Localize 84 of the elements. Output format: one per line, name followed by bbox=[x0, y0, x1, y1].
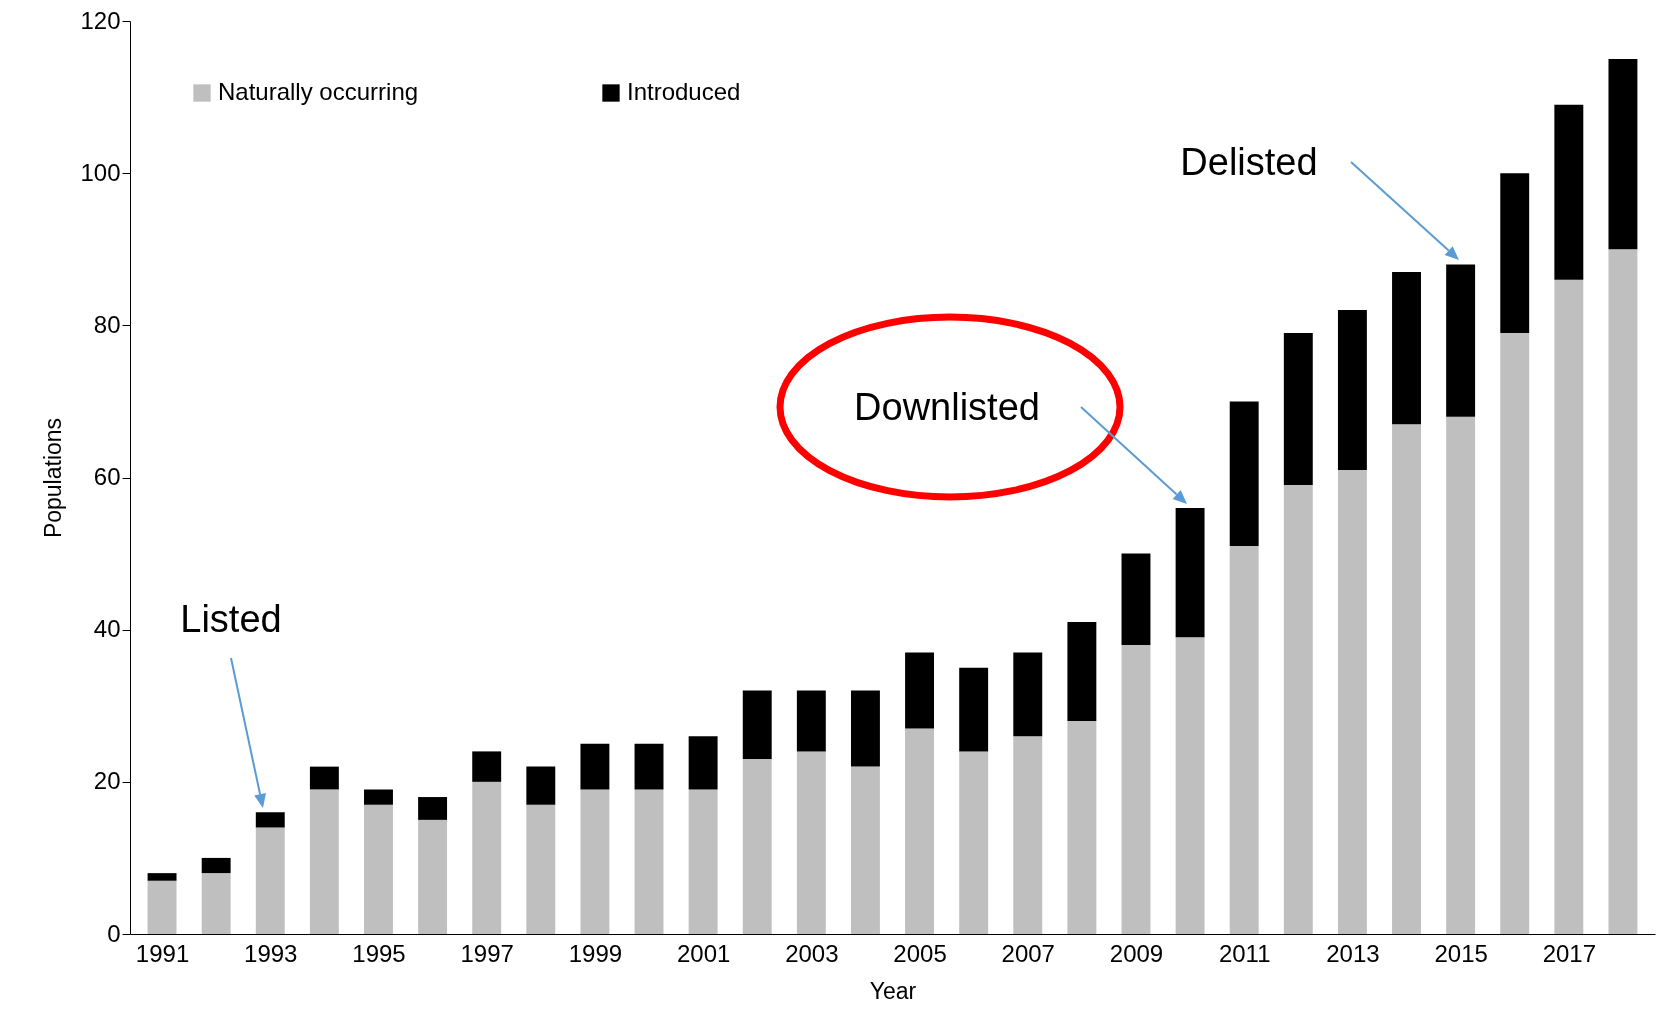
bar bbox=[1283, 485, 1313, 934]
bar bbox=[1229, 401, 1259, 546]
y-tick-label: 60 bbox=[93, 463, 121, 490]
bar bbox=[905, 652, 935, 729]
annotation: Downlisted bbox=[854, 386, 1040, 428]
bar bbox=[255, 812, 285, 828]
bar bbox=[418, 819, 448, 934]
x-tick-label: 1995 bbox=[352, 939, 406, 967]
bar bbox=[1554, 104, 1584, 280]
bar bbox=[688, 789, 718, 934]
x-axis-title: Year bbox=[869, 977, 917, 1004]
bar bbox=[1446, 264, 1476, 417]
bar bbox=[147, 873, 177, 881]
x-tick-label: 1991 bbox=[135, 939, 190, 967]
bar bbox=[1554, 279, 1584, 934]
x-tick-label: 2013 bbox=[1326, 939, 1380, 967]
bar bbox=[201, 857, 231, 874]
bar bbox=[1392, 424, 1421, 934]
bar bbox=[1067, 622, 1097, 721]
bar bbox=[1175, 507, 1205, 638]
bar bbox=[1013, 736, 1043, 934]
bar bbox=[742, 759, 772, 934]
bar bbox=[850, 690, 880, 767]
bar bbox=[796, 751, 826, 934]
bar bbox=[580, 743, 610, 790]
bar bbox=[309, 789, 339, 934]
bar bbox=[850, 766, 880, 934]
y-tick-label: 40 bbox=[93, 615, 121, 643]
y-axis-title: Populations bbox=[40, 417, 67, 539]
x-tick-label: 2017 bbox=[1542, 939, 1597, 967]
y-tick-label: 80 bbox=[93, 310, 121, 338]
bar bbox=[526, 766, 556, 805]
x-tick-label: 1993 bbox=[244, 939, 298, 967]
bar bbox=[688, 736, 718, 790]
legend-label: Naturally occurring bbox=[218, 78, 419, 105]
x-tick-label: 1999 bbox=[568, 939, 623, 967]
bar bbox=[1446, 416, 1476, 934]
bar bbox=[796, 690, 826, 752]
bar bbox=[364, 804, 393, 934]
bar bbox=[472, 751, 502, 782]
x-tick-label: 2015 bbox=[1434, 939, 1488, 967]
bar bbox=[742, 690, 772, 760]
bar bbox=[959, 667, 989, 752]
bar bbox=[1013, 652, 1043, 737]
bar bbox=[1337, 469, 1367, 934]
bar bbox=[1608, 249, 1638, 934]
y-tick-label: 20 bbox=[93, 767, 121, 795]
y-tick-label: 100 bbox=[80, 158, 121, 186]
bar bbox=[905, 728, 935, 934]
legend-label: Introduced bbox=[627, 78, 741, 105]
bar bbox=[1229, 545, 1259, 934]
bar bbox=[1337, 310, 1367, 470]
bar bbox=[1175, 637, 1205, 934]
bar bbox=[201, 873, 231, 934]
bar bbox=[959, 751, 989, 934]
x-tick-label: 2005 bbox=[893, 939, 947, 967]
bar bbox=[634, 743, 664, 790]
x-tick-label: 1997 bbox=[460, 939, 514, 967]
bar bbox=[1500, 173, 1530, 333]
y-tick-label: 0 bbox=[107, 919, 121, 947]
x-tick-label: 2007 bbox=[1001, 939, 1055, 967]
bar bbox=[418, 797, 448, 820]
bar bbox=[1283, 332, 1313, 486]
bar bbox=[1392, 272, 1421, 425]
bar bbox=[1067, 720, 1097, 934]
bar bbox=[526, 804, 556, 934]
y-tick-label: 120 bbox=[80, 6, 121, 34]
bar bbox=[309, 766, 339, 790]
bar bbox=[364, 789, 393, 805]
bar bbox=[1121, 553, 1151, 645]
bar bbox=[147, 880, 177, 934]
x-tick-label: 2001 bbox=[676, 939, 731, 967]
bar bbox=[255, 827, 285, 934]
bar bbox=[1500, 332, 1530, 934]
annotation: Delisted bbox=[1180, 141, 1318, 183]
bar bbox=[634, 789, 664, 934]
bar bbox=[1121, 644, 1151, 934]
bar bbox=[580, 789, 610, 934]
x-tick-label: 2003 bbox=[785, 939, 839, 967]
x-tick-label: 2009 bbox=[1109, 939, 1164, 967]
bar bbox=[472, 781, 502, 934]
bar bbox=[1608, 59, 1638, 250]
x-tick-label: 2011 bbox=[1218, 939, 1271, 967]
annotation: Listed bbox=[180, 598, 282, 640]
